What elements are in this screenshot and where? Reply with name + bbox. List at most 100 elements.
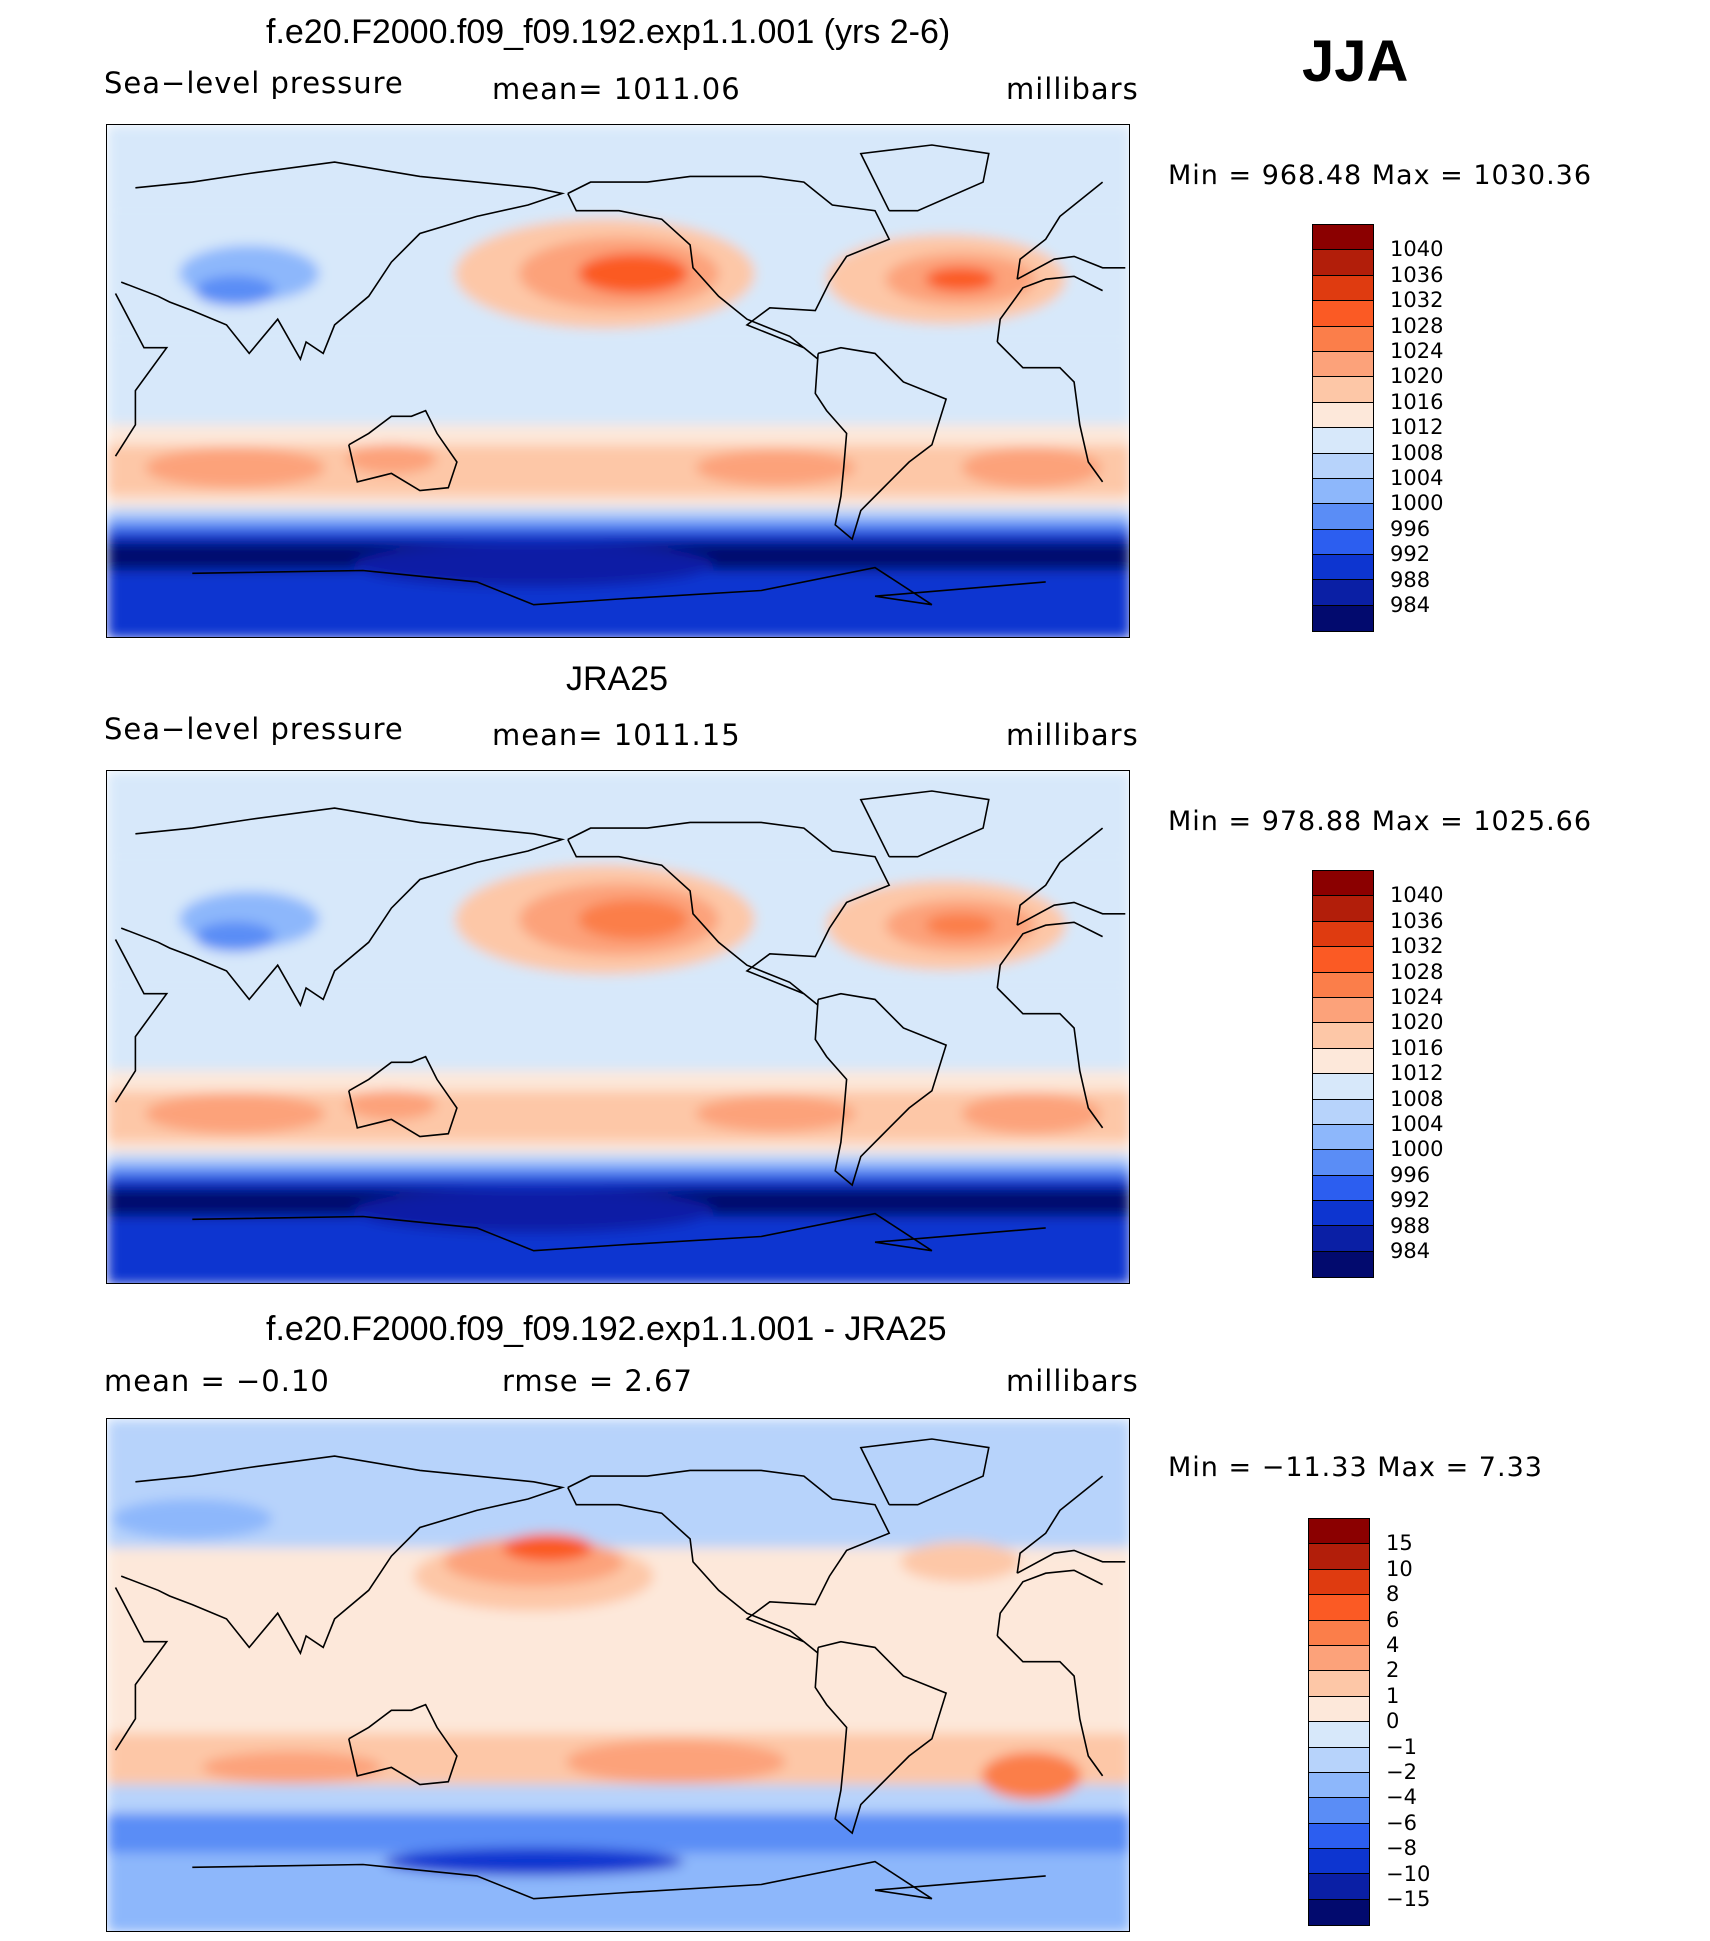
sa-high (961, 447, 1102, 488)
sh-band (107, 1153, 1129, 1166)
colorbar-tick-label: 1028 (1390, 313, 1444, 338)
colorbar-tick-label: 984 (1390, 593, 1431, 617)
colorbar-segment (1313, 921, 1373, 948)
colorbar-segment (1313, 1023, 1373, 1049)
pacific-sh-positive (565, 1739, 786, 1784)
colorbar-segment (1313, 1175, 1373, 1202)
min-max-stats: Min = −11.33 Max = 7.33 (1168, 1452, 1543, 1483)
colorbar-tick-label: −1 (1386, 1734, 1417, 1759)
colorbar-segment (1309, 1671, 1369, 1697)
colorbar-segment (1309, 1772, 1369, 1799)
colorbar-tick-label: 988 (1390, 567, 1431, 592)
colorbar-segment (1313, 478, 1373, 505)
colorbar-tick-label: 984 (1390, 1239, 1431, 1263)
colorbar-tick-label: 1040 (1390, 883, 1444, 908)
sh-band (107, 1813, 1129, 1854)
colorbar-segment (1309, 1899, 1369, 1926)
pacific-positive-core (502, 1533, 593, 1562)
colorbar-segment (1313, 555, 1373, 581)
coastline (192, 1212, 1046, 1252)
colorbar-segment (1309, 1823, 1369, 1850)
colorbar-tick-label: −8 (1386, 1836, 1417, 1861)
colorbar-segment (1309, 1874, 1369, 1900)
colorbar-tick-label: 1012 (1390, 415, 1444, 440)
colorbar-segment (1309, 1620, 1369, 1646)
colorbar-segment (1313, 453, 1373, 479)
colorbar-segment (1313, 529, 1373, 556)
coastline (814, 1640, 948, 1835)
colorbar-segment (1313, 1251, 1373, 1278)
coastline (114, 1569, 1104, 1777)
colorbar-tick-label: 1032 (1390, 288, 1444, 313)
colorbar-segment (1313, 605, 1373, 632)
colorbar-tick-label: 4 (1386, 1633, 1400, 1657)
coastline (120, 807, 1126, 1008)
arctic-band (107, 771, 1129, 857)
colorbar-segment (1313, 972, 1373, 998)
colorbar (1312, 870, 1374, 1279)
colorbar-segment (1313, 1099, 1373, 1125)
australia-high (346, 444, 437, 475)
colorbar-tick-label: 8 (1386, 1582, 1400, 1607)
colorbar-tick-label: 1032 (1390, 934, 1444, 959)
colorbar-segment (1313, 250, 1373, 276)
colorbar (1312, 224, 1374, 633)
asian-low-core (195, 275, 275, 306)
colorbar-segment (1313, 997, 1373, 1024)
colorbar-segment (1313, 351, 1373, 378)
variable-label: Sea−level pressure (104, 66, 404, 100)
coastline (567, 1469, 891, 1654)
panel-title: f.e20.F2000.f09_f09.192.exp1.1.001 - JRA… (266, 1310, 947, 1348)
units-label: millibars (1006, 718, 1139, 752)
contour-field (107, 125, 1129, 637)
coastline (814, 346, 948, 541)
colorbar-segment (1313, 428, 1373, 454)
min-max-stats: Min = 978.88 Max = 1025.66 (1168, 806, 1593, 837)
indian-sh-positive (201, 1751, 382, 1784)
coastline (567, 821, 891, 1006)
coastline (192, 1860, 1046, 1900)
southern-ocean-negative (383, 1847, 684, 1876)
colorbar-tick-label: 988 (1390, 1213, 1431, 1238)
colorbar-segment (1313, 1201, 1373, 1227)
colorbar-segment (1309, 1595, 1369, 1621)
colorbar-tick-label: 1040 (1390, 237, 1444, 262)
colorbar-segment (1309, 1696, 1369, 1723)
coastline (567, 175, 891, 360)
azores-high-core (925, 913, 996, 938)
pacific-high-core (578, 899, 689, 940)
colorbar-tick-label: 992 (1390, 1188, 1431, 1213)
colorbar-tick-label: 1036 (1390, 262, 1444, 287)
colorbar-segment (1313, 402, 1373, 429)
slp-diff-map (106, 1418, 1130, 1932)
colorbar-segment (1313, 1226, 1373, 1252)
diff-mean-label: mean = −0.10 (104, 1364, 330, 1398)
colorbar-tick-label: 1028 (1390, 959, 1444, 984)
colorbar-tick-label: −10 (1386, 1861, 1431, 1886)
colorbar-tick-label: 1004 (1390, 466, 1444, 490)
variable-label: Sea−level pressure (104, 712, 404, 746)
colorbar-tick-label: 1016 (1390, 389, 1444, 414)
colorbar-segment (1309, 1798, 1369, 1824)
colorbar-segment (1313, 377, 1373, 403)
colorbar-tick-label: 6 (1386, 1607, 1400, 1632)
sh-band (107, 1165, 1129, 1177)
colorbar-tick-label: 10 (1386, 1556, 1413, 1581)
contour-field (107, 771, 1129, 1283)
colorbar-tick-label: 1008 (1390, 1086, 1444, 1111)
sp-high (695, 1095, 856, 1132)
colorbar-segment (1309, 1722, 1369, 1748)
sh-band (107, 1070, 1129, 1091)
coastline (120, 1455, 1126, 1656)
colorbar-segment (1313, 504, 1373, 530)
colorbar-segment (1309, 1747, 1369, 1773)
colorbar-segment (1309, 1544, 1369, 1570)
colorbar-tick-label: 1004 (1390, 1112, 1444, 1136)
arctic-band (107, 1419, 1129, 1548)
colorbar-segment (1313, 580, 1373, 606)
indian-ocean-high (145, 1093, 325, 1134)
coastline (348, 1703, 458, 1786)
colorbar-segment (1313, 275, 1373, 302)
sh-band (107, 1784, 1129, 1814)
colorbar-tick-label: 15 (1386, 1531, 1413, 1556)
